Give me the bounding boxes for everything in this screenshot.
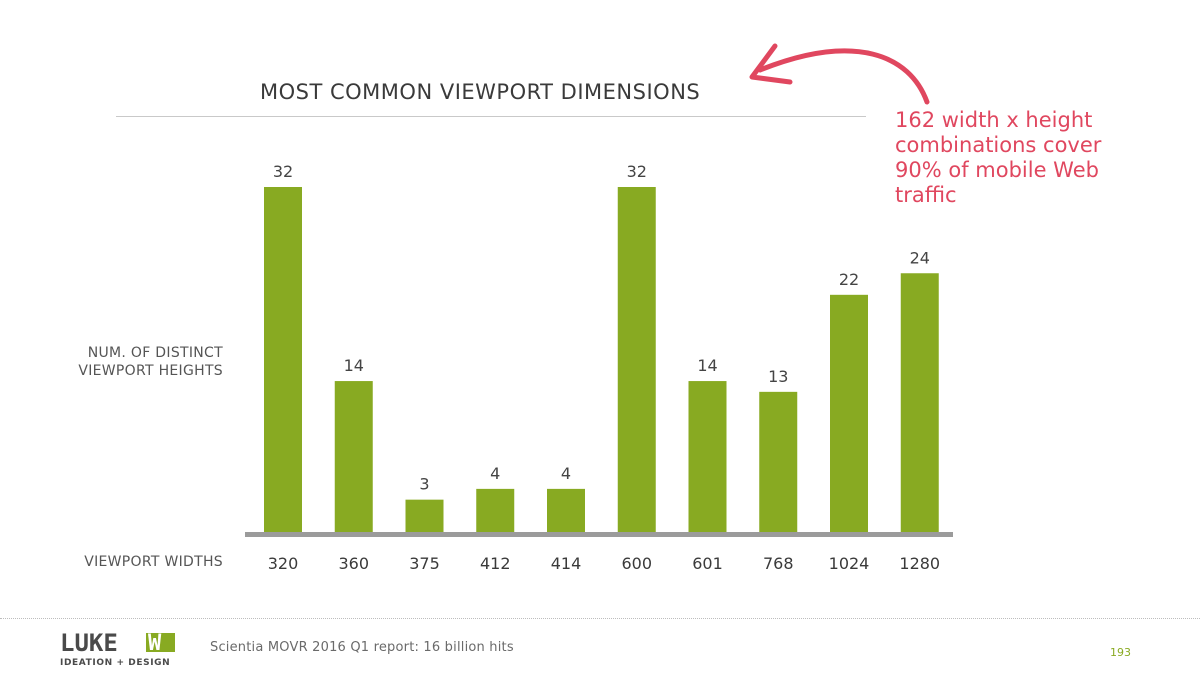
x-axis-label: VIEWPORT WIDTHS: [84, 554, 223, 570]
annotation-line-4: traffic: [895, 183, 957, 207]
x-tick-label-414: 414: [551, 554, 582, 573]
value-label-600: 32: [627, 162, 647, 181]
bar-600: [617, 187, 656, 532]
x-tick-label-601: 601: [692, 554, 723, 573]
x-tick-label-412: 412: [480, 554, 511, 573]
annotation-arrow-head: [749, 43, 793, 85]
logo-wordmark-luke: LUKE: [60, 632, 118, 657]
x-axis-baseline: [245, 532, 953, 537]
value-label-320: 32: [273, 162, 293, 181]
annotation-arrow: [757, 48, 930, 105]
bar-601: [688, 381, 727, 532]
logo-wordmark-w: W: [148, 632, 162, 656]
y-axis-label-line-1: NUM. OF DISTINCT: [87, 345, 223, 361]
value-label-375: 3: [419, 475, 429, 494]
x-tick-label-375: 375: [409, 554, 440, 573]
title-divider: [116, 116, 866, 117]
value-label-601: 14: [697, 356, 717, 375]
annotation-line-3: 90% of mobile Web: [895, 158, 1099, 182]
logo-w-box: [146, 633, 175, 652]
bar-1280: [900, 273, 939, 532]
value-label-360: 14: [344, 356, 364, 375]
annotation-callout: 162 width x height combinations cover 90…: [895, 108, 1185, 208]
y-axis-label: NUM. OF DISTINCT VIEWPORT HEIGHTS: [40, 344, 223, 380]
annotation-line-1: 162 width x height: [895, 108, 1093, 132]
value-label-414: 4: [561, 464, 571, 483]
value-label-768: 13: [768, 367, 788, 386]
y-axis-label-line-2: VIEWPORT HEIGHTS: [78, 363, 223, 379]
x-tick-label-320: 320: [268, 554, 299, 573]
value-label-412: 4: [490, 464, 500, 483]
chart-title: MOST COMMON VIEWPORT DIMENSIONS: [260, 80, 701, 104]
page-number: 193: [1110, 646, 1131, 659]
x-tick-label-360: 360: [338, 554, 369, 573]
source-citation: Scientia MOVR 2016 Q1 report: 16 billion…: [210, 640, 514, 655]
annotation-line-2: combinations cover: [895, 133, 1102, 157]
x-tick-label-600: 600: [621, 554, 652, 573]
bar-412: [476, 488, 515, 532]
value-label-1024: 22: [839, 270, 859, 289]
bar-414: [547, 488, 585, 532]
bar-375: [405, 499, 444, 532]
bar-360: [334, 381, 373, 532]
value-label-1280: 24: [910, 248, 930, 267]
logo-tagline: IDEATION + DESIGN: [60, 658, 170, 668]
x-tick-label-1024: 1024: [829, 554, 870, 573]
bar-768: [759, 391, 798, 532]
bar-320: [264, 187, 302, 532]
x-tick-label-1280: 1280: [899, 554, 940, 573]
lukew-logo: LUKE W IDEATION + DESIGN: [60, 632, 175, 668]
x-tick-label-768: 768: [763, 554, 794, 573]
footer-divider: [0, 618, 1200, 619]
bar-1024: [830, 294, 868, 532]
